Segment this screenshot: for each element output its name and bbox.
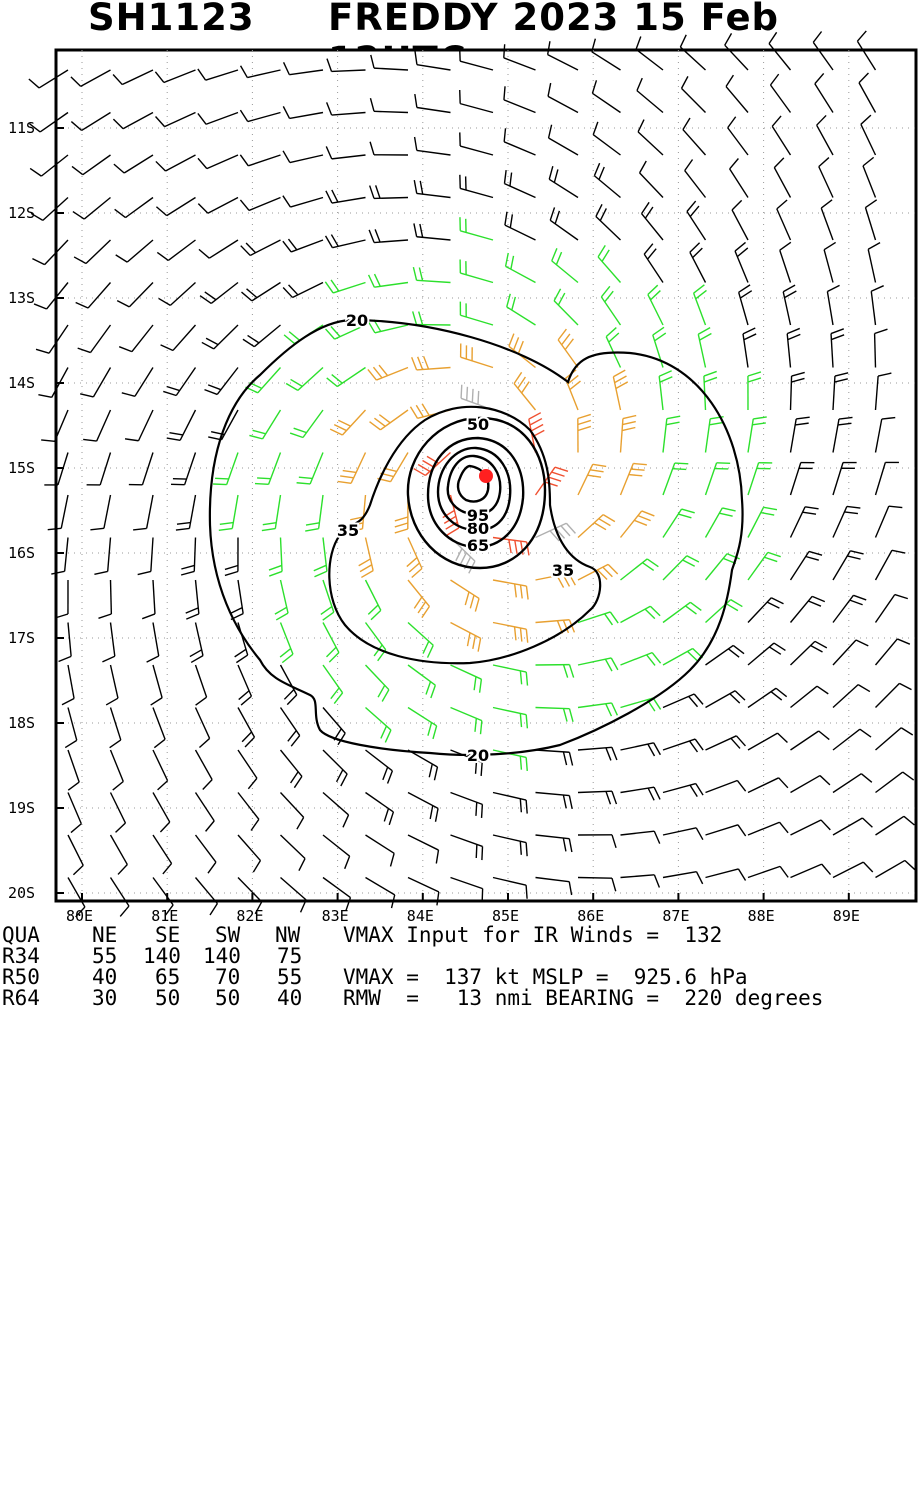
lon-label: 80E xyxy=(66,907,93,925)
lat-label: 12S xyxy=(8,204,35,222)
lat-label: 11S xyxy=(8,119,35,137)
r50-se: 65 xyxy=(155,967,180,988)
r34-se: 140 xyxy=(143,946,181,967)
row-r34-label: R34 xyxy=(2,946,40,967)
lat-label: 19S xyxy=(8,799,35,817)
r34-sw: 140 xyxy=(203,946,241,967)
lat-label: 14S xyxy=(8,374,35,392)
r64-sw: 50 xyxy=(215,988,240,1009)
row-r64-label: R64 xyxy=(2,988,40,1009)
lat-label: 18S xyxy=(8,714,35,732)
contour-label: 20 xyxy=(346,311,368,330)
lon-label: 88E xyxy=(748,907,775,925)
lat-label: 17S xyxy=(8,629,35,647)
vmax-input: VMAX Input for IR Winds = 132 xyxy=(343,925,722,946)
header-nw: NW xyxy=(275,925,300,946)
lat-label: 16S xyxy=(8,544,35,562)
r50-sw: 70 xyxy=(215,967,240,988)
header-sw: SW xyxy=(215,925,240,946)
vmax-mslp: VMAX = 137 kt MSLP = 925.6 hPa xyxy=(343,967,748,988)
r34-ne: 55 xyxy=(92,946,117,967)
header-qua: QUA xyxy=(2,925,40,946)
contour-label: 50 xyxy=(467,415,489,434)
r64-nw: 40 xyxy=(277,988,302,1009)
r50-ne: 40 xyxy=(92,967,117,988)
contour-label: 35 xyxy=(552,561,574,580)
wind-radii-table: QUA NE SE SW NW VMAX Input for IR Winds … xyxy=(0,925,25,1492)
r34-nw: 75 xyxy=(277,946,302,967)
contour-label: 95 xyxy=(467,506,489,525)
r64-se: 50 xyxy=(155,988,180,1009)
lat-label: 13S xyxy=(8,289,35,307)
rmw-bearing: RMW = 13 nmi BEARING = 220 degrees xyxy=(343,988,823,1009)
lat-label: 15S xyxy=(8,459,35,477)
contour-label: 35 xyxy=(337,521,359,540)
contour-label: 65 xyxy=(467,536,489,555)
r64-ne: 30 xyxy=(92,988,117,1009)
r50-nw: 55 xyxy=(277,967,302,988)
lat-label: 20S xyxy=(8,884,35,902)
header-se: SE xyxy=(155,925,180,946)
row-r50-label: R50 xyxy=(2,967,40,988)
storm-center-marker xyxy=(479,469,493,483)
contour-label: 20 xyxy=(467,746,489,765)
lon-label: 82E xyxy=(236,907,263,925)
header-ne: NE xyxy=(92,925,117,946)
lon-label: 89E xyxy=(833,907,860,925)
